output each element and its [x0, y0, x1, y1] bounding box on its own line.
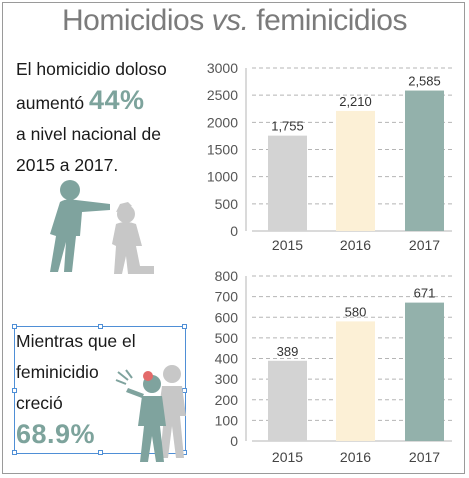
title-part-feminicidios: feminicidios [248, 4, 407, 37]
distressed-woman-figure-icon [115, 369, 166, 462]
page-title: Homicidios vs. feminicidios [0, 4, 469, 38]
resize-handle-top-left[interactable] [12, 324, 17, 329]
homicide-illustration-icon [50, 180, 154, 274]
femicide-statement: Mientras que el feminicidio creció 68.9% [16, 326, 191, 450]
homicide-line-4: 2015 a 2017. [16, 155, 119, 175]
homicide-line-2-prefix: aumentó [16, 93, 89, 113]
resize-handle-top[interactable] [98, 324, 103, 329]
femicide-line-1: Mientras que el [16, 331, 136, 351]
title-vs: vs. [211, 4, 249, 37]
femicide-line-3: creció [16, 393, 63, 413]
femicide-percent: 68.9% [16, 419, 96, 449]
homicide-line-2: aumentó 44% [16, 85, 206, 119]
homicide-line-1: El homicidio doloso [16, 59, 167, 79]
resize-handle-bottom-left[interactable] [12, 450, 17, 455]
femicide-illustration-icon [115, 365, 186, 462]
homicide-line-3: a nivel nacional de [16, 124, 161, 144]
infographic-frame [2, 2, 465, 474]
homicide-percent: 44% [88, 85, 145, 115]
text-selection-box[interactable] [12, 324, 187, 455]
homicide-statement: El homicidio doloso aumentó 44% a nivel … [16, 54, 206, 181]
bruise-mark-icon [143, 371, 153, 381]
title-part-homicidios: Homicidios [62, 4, 212, 37]
victim-figure-icon [112, 202, 154, 274]
aggressor-figure-icon [50, 180, 110, 272]
femicide-line-2: feminicidio [16, 362, 99, 382]
resize-handle-bottom[interactable] [98, 450, 103, 455]
resize-handle-left[interactable] [12, 388, 17, 393]
background-figure-icon [158, 365, 186, 458]
resize-handle-top-right[interactable] [182, 324, 187, 329]
